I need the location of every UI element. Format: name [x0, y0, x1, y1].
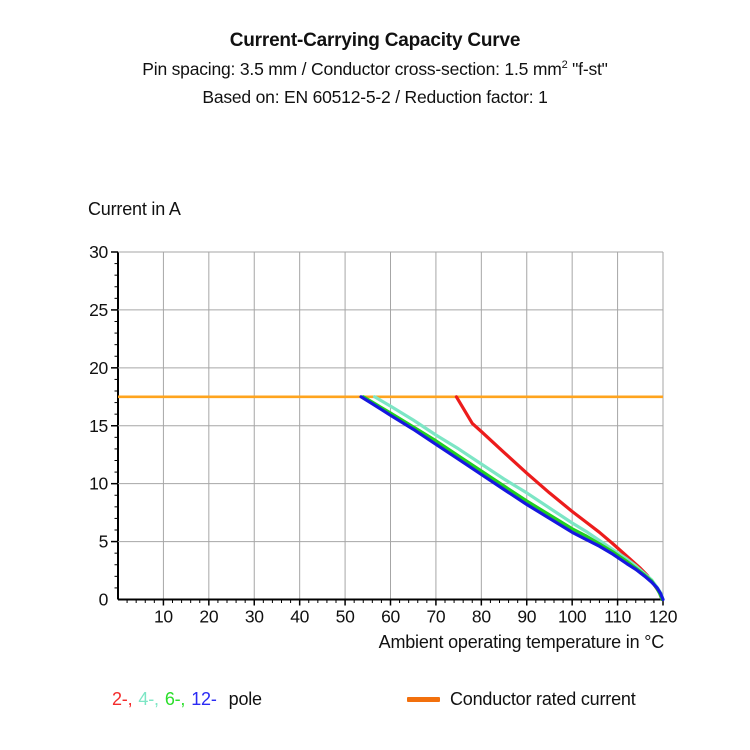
- subtitle-text: Pin spacing: 3.5 mm / Conductor cross-se…: [142, 59, 562, 79]
- legend-pole-12: 12-: [191, 689, 217, 709]
- y-tick-label: 0: [99, 590, 109, 610]
- y-tick-label: 30: [89, 242, 108, 262]
- y-tick-label: 20: [89, 358, 108, 378]
- x-tick-label: 20: [199, 607, 218, 627]
- x-tick-label: 30: [245, 607, 264, 627]
- rated-current-swatch: [407, 697, 440, 702]
- x-tick-label: 80: [472, 607, 491, 627]
- chart-basis-line: Based on: EN 60512-5-2 / Reduction facto…: [202, 87, 548, 107]
- pole-legend: 2-, 4-, 6-, 12- pole: [112, 689, 268, 710]
- pole-word: pole: [228, 689, 262, 709]
- rated-current-legend: Conductor rated current: [407, 689, 636, 710]
- legend-pole-2: 2-,: [112, 689, 133, 709]
- x-tick-label: 100: [558, 607, 587, 627]
- legend-pole-6: 6-,: [164, 689, 186, 709]
- x-tick-label: 70: [426, 607, 445, 627]
- chart-title: Current-Carrying Capacity Curve: [229, 30, 521, 51]
- x-tick-label: 60: [381, 607, 400, 627]
- curve-12-pole: [359, 395, 665, 602]
- curve-2-pole: [454, 395, 664, 602]
- y-axis-title: Current in A: [88, 199, 181, 219]
- subtitle-superscript: 2: [561, 59, 568, 72]
- pole-legend-items: 2-, 4-, 6-, 12-: [112, 689, 223, 709]
- y-tick-label: 15: [89, 416, 108, 436]
- x-tick-label: 110: [604, 607, 632, 627]
- x-tick-label: 120: [649, 607, 678, 627]
- y-tick-label: 10: [89, 474, 108, 494]
- subtitle-suffix: "f-st": [567, 59, 608, 79]
- legend-pole-4: 4-,: [138, 689, 159, 709]
- x-tick-label: 50: [336, 607, 355, 627]
- x-tick-label: 90: [517, 607, 536, 627]
- y-tick-label: 5: [99, 532, 108, 552]
- rated-current-label: Conductor rated current: [450, 689, 636, 709]
- x-tick-label: 40: [290, 607, 309, 627]
- chart-header: Current-Carrying Capacity Curve Pin spac…: [0, 27, 750, 111]
- x-tick-label: 10: [154, 607, 173, 627]
- y-tick-label: 25: [89, 300, 108, 320]
- x-axis-title: Ambient operating temperature in °C: [378, 632, 665, 652]
- chart-subtitle: Pin spacing: 3.5 mm / Conductor cross-se…: [0, 55, 750, 83]
